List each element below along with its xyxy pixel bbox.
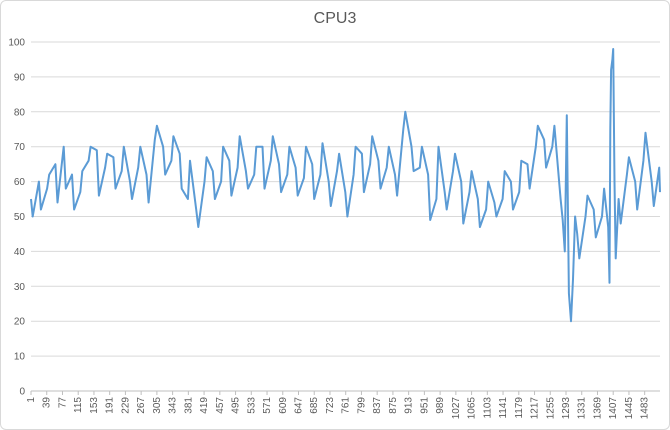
x-tick-label: 875 <box>388 397 399 414</box>
x-tick-label: 1255 <box>545 397 556 420</box>
x-tick-label: 1445 <box>624 397 635 420</box>
x-tick-label: 571 <box>262 397 273 414</box>
x-tick-label: 837 <box>372 397 383 414</box>
x-tick-label: 1103 <box>482 397 493 419</box>
x-tick-label: 609 <box>278 397 289 414</box>
x-tick-label: 1331 <box>577 397 588 420</box>
x-tick-label: 1407 <box>608 397 619 420</box>
y-tick-label: 70 <box>14 142 26 153</box>
x-tick-label: 723 <box>325 397 336 414</box>
x-tick-label: 495 <box>231 397 242 414</box>
x-tick-label: 1483 <box>640 397 651 420</box>
x-tick-label: 1179 <box>514 397 525 419</box>
x-tick-label: 191 <box>105 397 116 414</box>
x-tick-label: 1369 <box>592 397 603 420</box>
x-tick-label: 39 <box>42 397 53 409</box>
x-tick-label: 1293 <box>561 397 572 420</box>
series-line-cpu3 <box>30 48 661 323</box>
y-tick-label: 20 <box>14 317 26 328</box>
y-tick-labels: 0 10 20 30 40 50 60 70 80 90 100 <box>8 38 25 398</box>
x-tick-label: 381 <box>183 397 194 414</box>
y-tick-label: 90 <box>14 72 26 83</box>
x-tick-label: 229 <box>120 397 131 414</box>
y-tick-label: 60 <box>14 177 26 188</box>
chart-title: CPU3 <box>313 10 357 27</box>
x-tick-label: 761 <box>341 397 352 414</box>
series-layer <box>30 48 661 323</box>
x-tick-label: 77 <box>57 397 68 409</box>
y-tick-label: 50 <box>14 212 26 223</box>
x-tick-label: 1027 <box>451 397 462 420</box>
x-tick-label: 419 <box>199 397 210 414</box>
x-tick-label: 913 <box>404 397 415 414</box>
x-tick-label: 685 <box>309 397 320 414</box>
y-tick-label: 30 <box>14 282 26 293</box>
y-tick-label: 100 <box>8 38 25 49</box>
x-tick-label: 951 <box>419 397 430 414</box>
y-tick-label: 0 <box>19 387 25 398</box>
x-tick-label: 457 <box>215 397 226 414</box>
y-tick-label: 40 <box>14 247 26 258</box>
x-tick-label: 1217 <box>530 397 541 420</box>
x-tick-label: 267 <box>136 397 147 414</box>
x-tick-label: 1065 <box>467 397 478 420</box>
y-tick-label: 10 <box>14 352 26 363</box>
x-tick-label: 1141 <box>498 397 509 419</box>
x-tick-labels: 1 39 77 115 153 191 229 267 305 343 381 419 457 495 53… <box>26 397 651 420</box>
x-tick-label: 989 <box>435 397 446 414</box>
x-tick-label: 799 <box>356 397 367 414</box>
x-tick-label: 647 <box>294 397 305 414</box>
x-tick-label: 115 <box>73 397 84 413</box>
x-tick-label: 153 <box>89 397 100 414</box>
x-tick-label: 305 <box>152 397 163 414</box>
x-tick-label: 533 <box>246 397 257 414</box>
y-tick-label: 80 <box>14 107 26 118</box>
x-tick-label: 343 <box>168 397 179 414</box>
x-tick-label: 1 <box>26 397 37 403</box>
